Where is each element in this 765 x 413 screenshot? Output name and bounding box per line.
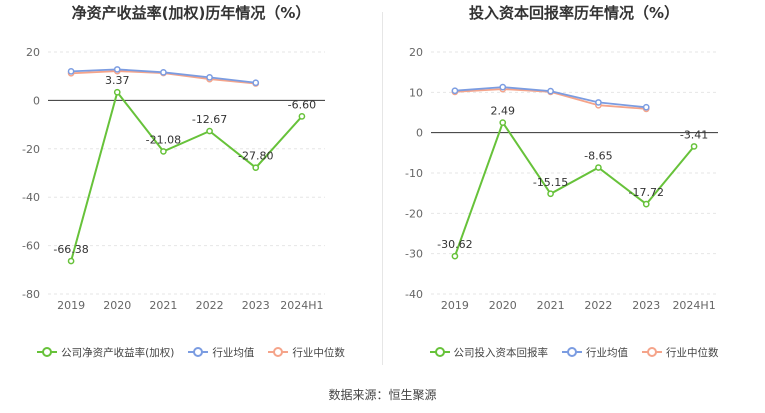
data-point xyxy=(206,74,213,81)
chart-title: 投入资本回报率历年情况（%） xyxy=(468,4,680,22)
y-tick-label: -20 xyxy=(405,207,423,220)
x-tick-label: 2023 xyxy=(242,299,270,312)
legend-item-industry-median[interactable]: 行业中位数 xyxy=(268,345,345,360)
data-point xyxy=(690,143,698,150)
y-tick-label: -30 xyxy=(405,248,423,261)
legend-line-marker-icon xyxy=(37,346,58,358)
data-label: -3.41 xyxy=(680,128,708,141)
data-point xyxy=(298,113,306,120)
legend-label: 行业中位数 xyxy=(292,346,345,359)
data-label: -30.62 xyxy=(437,238,472,251)
y-tick-label: 10 xyxy=(409,86,423,99)
data-point xyxy=(595,164,602,171)
data-point xyxy=(451,87,459,95)
legend-item-company[interactable]: 公司净资产收益率(加权) xyxy=(37,345,174,360)
data-label: -15.15 xyxy=(533,176,568,189)
x-tick-label: 2021 xyxy=(149,299,177,312)
y-tick-label: -60 xyxy=(22,240,40,253)
data-point xyxy=(252,79,260,87)
y-tick-label: -10 xyxy=(405,167,423,180)
y-tick-label: -40 xyxy=(405,288,423,301)
x-tick-label: 2024H1 xyxy=(672,299,715,312)
data-point xyxy=(160,148,167,155)
data-point xyxy=(252,164,260,172)
y-tick-label: 0 xyxy=(33,94,40,107)
data-label: -27.80 xyxy=(238,150,273,163)
roe-line-chart: 20 0 -20 -40 -60 -80 2019 2020 2021 2022 2023 2024H… xyxy=(22,46,325,312)
data-point xyxy=(206,127,213,135)
y-tick-label: 20 xyxy=(26,46,40,59)
data-point xyxy=(113,66,121,73)
data-source-note: 数据来源：恒生聚源 xyxy=(328,388,437,402)
series-line-0 xyxy=(70,90,303,262)
legend-line-marker-icon xyxy=(188,346,209,358)
legend-label: 行业均值 xyxy=(586,346,628,359)
y-tick-label: 0 xyxy=(416,127,423,140)
data-point xyxy=(499,119,507,126)
series-line-0 xyxy=(453,120,695,257)
x-tick-label: 2020 xyxy=(489,299,517,312)
legend-line-marker-icon xyxy=(268,346,289,358)
data-point xyxy=(642,103,650,111)
x-tick-label: 2022 xyxy=(584,299,612,312)
x-tick-label: 2023 xyxy=(632,299,660,312)
legend-item-company[interactable]: 公司投入资本回报率 xyxy=(429,345,549,360)
legend-label: 公司投入资本回报率 xyxy=(453,346,549,359)
legend-item-industry-median[interactable]: 行业中位数 xyxy=(642,345,719,360)
legend-line-marker-icon xyxy=(642,346,662,358)
data-label: -66.38 xyxy=(53,243,88,256)
legend-label: 行业均值 xyxy=(212,346,255,359)
y-tick-label: -40 xyxy=(22,191,40,204)
legend-label: 公司净资产收益率(加权) xyxy=(61,346,175,359)
y-tick-label: -20 xyxy=(22,143,40,156)
panel-divider xyxy=(382,12,383,365)
data-point xyxy=(160,68,167,76)
data-label: -17.72 xyxy=(629,186,664,199)
chart-title: 净资产收益率(加权)历年情况（%） xyxy=(71,4,311,22)
roic-chart-panel: 投入资本回报率历年情况（%） 20 10 0 -10 -20 -30 -40 2019 2020… xyxy=(383,0,765,380)
data-point xyxy=(595,99,602,106)
chart-legend: 公司投入资本回报率 行业均值 行业中位数 xyxy=(383,343,765,361)
chart-legend: 公司净资产收益率(加权) 行业均值 行业中位数 xyxy=(0,343,382,361)
legend-line-marker-icon xyxy=(562,346,582,358)
data-label: 3.37 xyxy=(105,74,130,87)
roe-chart-panel: 净资产收益率(加权)历年情况（%） 20 0 -20 -40 -60 -80 2019 202… xyxy=(0,0,382,380)
data-point xyxy=(642,200,650,208)
data-point xyxy=(67,68,75,75)
roic-line-chart: 20 10 0 -10 -20 -30 -40 2019 2020 2021 2022 2023 202… xyxy=(405,46,718,312)
data-point xyxy=(451,252,459,260)
legend-line-marker-icon xyxy=(429,346,450,358)
y-tick-label: -80 xyxy=(22,288,40,301)
data-label: -6.60 xyxy=(288,98,316,111)
x-tick-label: 2024H1 xyxy=(280,299,323,312)
data-label: 2.49 xyxy=(491,105,516,118)
data-point xyxy=(113,88,121,96)
x-tick-label: 2021 xyxy=(537,299,565,312)
data-point xyxy=(499,83,507,91)
data-point xyxy=(547,87,554,95)
x-tick-label: 2022 xyxy=(196,299,224,312)
x-tick-label: 2019 xyxy=(441,299,469,312)
data-point xyxy=(67,257,75,265)
data-label: -8.65 xyxy=(584,150,612,163)
data-label: -21.08 xyxy=(146,133,181,146)
x-tick-label: 2020 xyxy=(103,299,131,312)
data-label: -12.67 xyxy=(192,113,227,126)
x-tick-label: 2019 xyxy=(57,299,85,312)
y-tick-label: 20 xyxy=(409,46,423,59)
data-point xyxy=(547,190,554,198)
legend-item-industry-mean[interactable]: 行业均值 xyxy=(562,345,628,360)
legend-item-industry-mean[interactable]: 行业均值 xyxy=(188,345,254,360)
legend-label: 行业中位数 xyxy=(666,346,719,359)
